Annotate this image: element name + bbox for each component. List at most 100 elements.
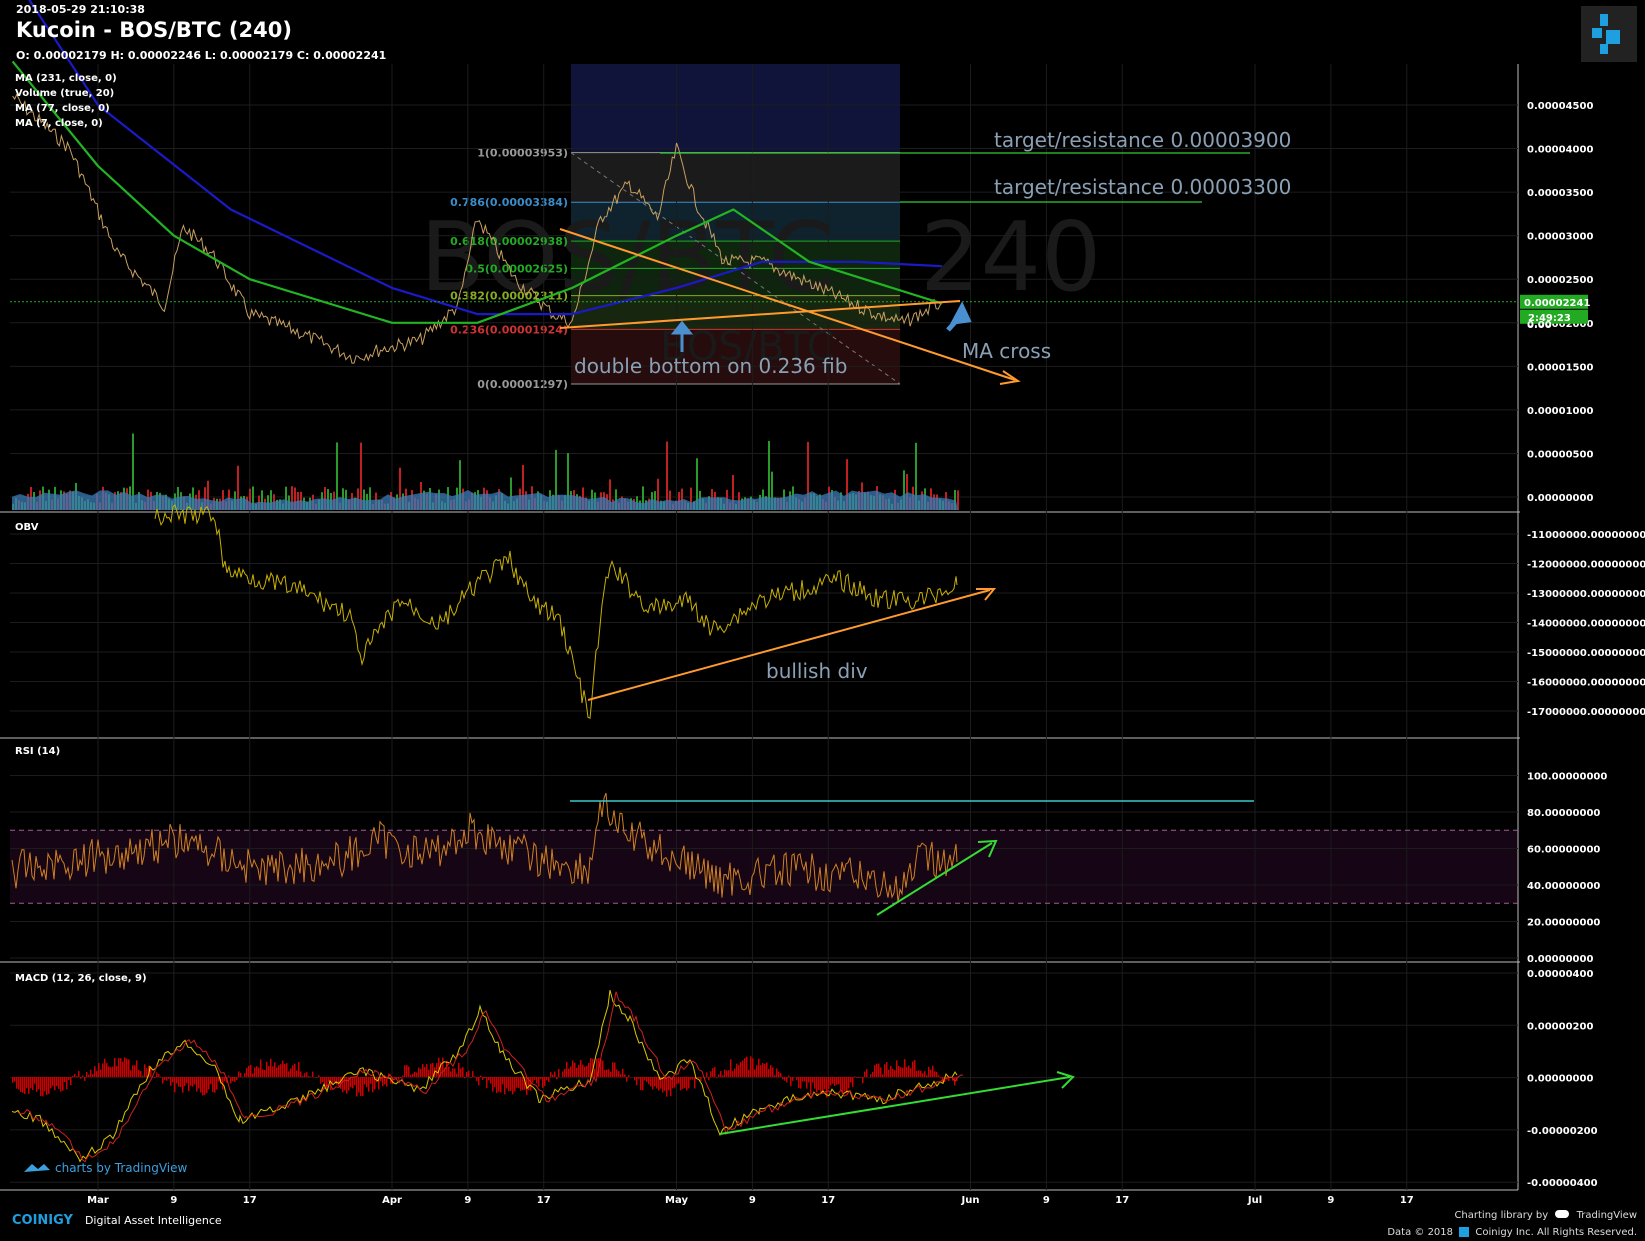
- macd-histogram-bar: [446, 1061, 448, 1077]
- macd-histogram-bar: [606, 1070, 608, 1077]
- macd-histogram-bar: [896, 1060, 898, 1077]
- macd-histogram-bar: [864, 1072, 866, 1077]
- macd-histogram-bar: [784, 1077, 786, 1081]
- rsi-tick-label: 40.00000000: [1527, 881, 1600, 892]
- macd-histogram-bar: [918, 1070, 920, 1077]
- macd-histogram-bar: [828, 1077, 830, 1089]
- rsi-band: [10, 830, 1518, 903]
- macd-histogram-bar: [796, 1077, 798, 1080]
- macd-histogram-bar: [318, 1075, 320, 1077]
- macd-histogram-bar: [34, 1077, 36, 1084]
- macd-histogram-bar: [162, 1077, 164, 1084]
- macd-histogram-bar: [418, 1068, 420, 1077]
- footer-brand: COINIGY Digital Asset Intelligence: [12, 1213, 222, 1228]
- macd-histogram-bar: [278, 1065, 280, 1077]
- macd-title: MACD (12, 26, close, 9): [15, 973, 147, 984]
- macd-histogram-bar: [466, 1072, 468, 1077]
- obv-title: OBV: [15, 522, 39, 533]
- macd-histogram-bar: [52, 1077, 54, 1086]
- macd-histogram-bar: [790, 1077, 792, 1086]
- macd-histogram-bar: [478, 1077, 480, 1085]
- macd-histogram-bar: [406, 1065, 408, 1077]
- macd-histogram-bar: [144, 1064, 146, 1077]
- coinigy-mini-icon: [1459, 1227, 1469, 1237]
- price-tick-cut: 0.00: [1527, 320, 1552, 331]
- macd-histogram-bar: [568, 1069, 570, 1077]
- macd-histogram-bar: [240, 1073, 242, 1077]
- macd-histogram-bar: [788, 1076, 790, 1077]
- macd-histogram-bar: [356, 1077, 358, 1097]
- obv-tick-label: -13000000.00000000: [1527, 589, 1645, 600]
- macd-histogram-bar: [652, 1077, 654, 1089]
- macd-histogram-bar: [834, 1077, 836, 1086]
- macd-histogram-bar: [554, 1072, 556, 1077]
- macd-histogram-bar: [932, 1066, 934, 1077]
- macd-histogram-bar: [838, 1077, 840, 1084]
- macd-histogram-bar: [750, 1056, 752, 1077]
- macd-histogram-bar: [382, 1077, 384, 1086]
- macd-histogram-bar: [800, 1077, 802, 1089]
- macd-signal-line: [18, 992, 963, 1162]
- macd-histogram-bar: [586, 1066, 588, 1077]
- macd-histogram-bar: [514, 1077, 516, 1091]
- macd-histogram-bar: [730, 1059, 732, 1077]
- rsi-tick-label: 60.00000000: [1527, 845, 1600, 856]
- macd-histogram-bar: [256, 1066, 258, 1077]
- macd-histogram-bar: [20, 1077, 22, 1092]
- macd-histogram-bar: [820, 1077, 822, 1092]
- macd-histogram-bar: [198, 1077, 200, 1088]
- macd-histogram-bar: [150, 1068, 152, 1077]
- macd-tick-label: -0.00000200: [1527, 1126, 1598, 1137]
- macd-histogram-bar: [906, 1067, 908, 1077]
- macd-histogram-bar: [622, 1069, 624, 1077]
- macd-histogram-bar: [232, 1077, 234, 1081]
- macd-histogram-bar: [30, 1077, 32, 1088]
- macd-histogram-bar: [394, 1077, 396, 1078]
- tradingview-watermark: charts by TradingView: [55, 1161, 187, 1175]
- macd-histogram-bar: [286, 1063, 288, 1077]
- macd-histogram-bar: [810, 1077, 812, 1095]
- macd-histogram-bar: [252, 1074, 254, 1077]
- macd-histogram-bar: [158, 1074, 160, 1077]
- indicator-label: MA (231, close, 0): [15, 73, 117, 84]
- ohlc-readout: O: 0.00002179 H: 0.00002246 L: 0.0000217…: [16, 49, 386, 62]
- macd-histogram-bar: [776, 1068, 778, 1077]
- macd-histogram-bar: [70, 1077, 72, 1085]
- macd-histogram-bar: [866, 1069, 868, 1077]
- macd-line: [12, 990, 957, 1161]
- macd-histogram-bar: [120, 1058, 122, 1077]
- macd-histogram-bar: [910, 1068, 912, 1077]
- macd-histogram-bar: [458, 1063, 460, 1077]
- macd-histogram-bar: [548, 1077, 550, 1082]
- obv-tick-label: -14000000.00000000: [1527, 619, 1645, 630]
- macd-histogram-bar: [346, 1077, 348, 1094]
- x-tick-label: 9: [749, 1195, 756, 1206]
- macd-histogram-bar: [720, 1071, 722, 1077]
- macd-histogram-bar: [522, 1077, 524, 1090]
- macd-histogram-bar: [288, 1071, 290, 1077]
- macd-histogram-bar: [244, 1073, 246, 1077]
- macd-histogram-bar: [674, 1077, 676, 1088]
- macd-histogram-bar: [754, 1069, 756, 1077]
- macd-histogram-bar: [306, 1072, 308, 1077]
- macd-histogram-bar: [54, 1077, 56, 1090]
- macd-histogram-bar: [138, 1070, 140, 1077]
- macd-histogram-bar: [902, 1068, 904, 1077]
- macd-histogram-bar: [164, 1077, 166, 1080]
- macd-histogram-bar: [304, 1073, 306, 1077]
- macd-histogram-bar: [808, 1077, 810, 1082]
- macd-histogram-bar: [190, 1077, 192, 1086]
- macd-histogram-bar: [266, 1062, 268, 1077]
- macd-histogram-bar: [332, 1077, 334, 1083]
- macd-histogram-bar: [512, 1077, 514, 1094]
- macd-tick-label: 0.00000200: [1527, 1021, 1593, 1032]
- macd-histogram-bar: [46, 1077, 48, 1095]
- macd-histogram-bar: [594, 1069, 596, 1077]
- macd-histogram-bar: [610, 1072, 612, 1077]
- macd-histogram-bar: [174, 1077, 176, 1092]
- macd-histogram-bar: [570, 1067, 572, 1077]
- macd-histogram-bar: [582, 1065, 584, 1077]
- macd-histogram-bar: [644, 1077, 646, 1081]
- price-tick-label: 0.00002500: [1527, 275, 1593, 286]
